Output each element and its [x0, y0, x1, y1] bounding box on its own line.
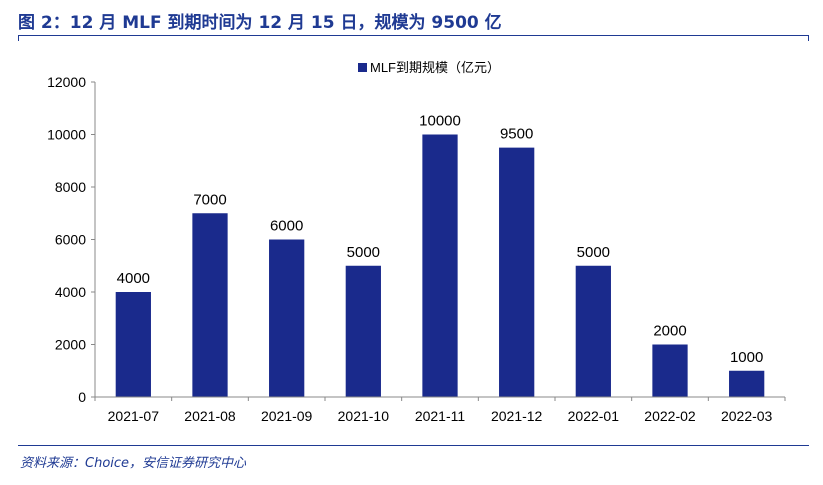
data-label: 6000 [270, 218, 303, 235]
legend: MLF到期规模（亿元） [358, 60, 500, 75]
bottom-rule [18, 445, 809, 446]
legend-swatch [358, 63, 367, 72]
x-tick-label: 2022-02 [644, 408, 696, 424]
bar-2021-08 [192, 213, 228, 397]
bars [115, 134, 765, 397]
x-tick-label: 2021-09 [261, 408, 313, 424]
figure-title: 图 2：12 月 MLF 到期时间为 12 月 15 日，规模为 9500 亿 [18, 13, 502, 33]
bar-2022-02 [652, 344, 688, 397]
y-tick-label: 6000 [55, 232, 86, 248]
data-label: 5000 [577, 244, 610, 261]
x-tick-label: 2021-10 [338, 408, 390, 424]
bar-2021-10 [345, 265, 381, 397]
y-axis: 0 2000 4000 6000 8000 10000 12000 [47, 74, 96, 405]
data-label: 10000 [419, 113, 461, 130]
source-note: 资料来源：Choice，安信证券研究中心 [20, 456, 247, 471]
bar-2022-01 [575, 265, 611, 397]
x-axis: 2021-07 2021-08 2021-09 2021-10 2021-11 2021-… [94, 396, 786, 424]
x-tick-label: 2022-01 [568, 408, 620, 424]
data-label: 9500 [500, 126, 533, 143]
bar-chart: MLF到期规模（亿元） 020004000600080001000012000 … [47, 60, 786, 424]
data-label: 2000 [653, 323, 686, 340]
bar-2022-03 [729, 370, 765, 397]
x-tick-label: 2021-08 [184, 408, 236, 424]
y-tick-label: 10000 [47, 127, 86, 143]
y-tick-label: 8000 [55, 179, 86, 195]
legend-label: MLF到期规模（亿元） [370, 60, 500, 75]
x-tick-label: 2021-12 [491, 408, 543, 424]
y-tick-label: 0 [78, 389, 86, 405]
x-tick-label: 2021-07 [108, 408, 160, 424]
x-tick-label: 2021-11 [415, 408, 466, 424]
top-rule [18, 35, 809, 36]
top-rule-right-tick [808, 35, 809, 41]
bar-2021-07 [115, 292, 151, 397]
bar-2021-09 [269, 239, 305, 397]
x-tick-label: 2022-03 [721, 408, 773, 424]
data-label: 7000 [193, 191, 226, 208]
y-tick-label: 12000 [47, 74, 86, 90]
top-rule-left-tick [18, 35, 19, 41]
data-labels: 4000 7000 6000 5000 10000 9500 5000 2000 1000 [117, 113, 764, 366]
data-label: 5000 [347, 244, 380, 261]
data-label: 4000 [117, 270, 150, 287]
y-tick-label: 4000 [55, 284, 86, 300]
y-tick-label: 2000 [55, 337, 86, 353]
bar-2021-12 [499, 147, 535, 397]
data-label: 1000 [730, 349, 763, 366]
bar-2021-11 [422, 134, 458, 397]
